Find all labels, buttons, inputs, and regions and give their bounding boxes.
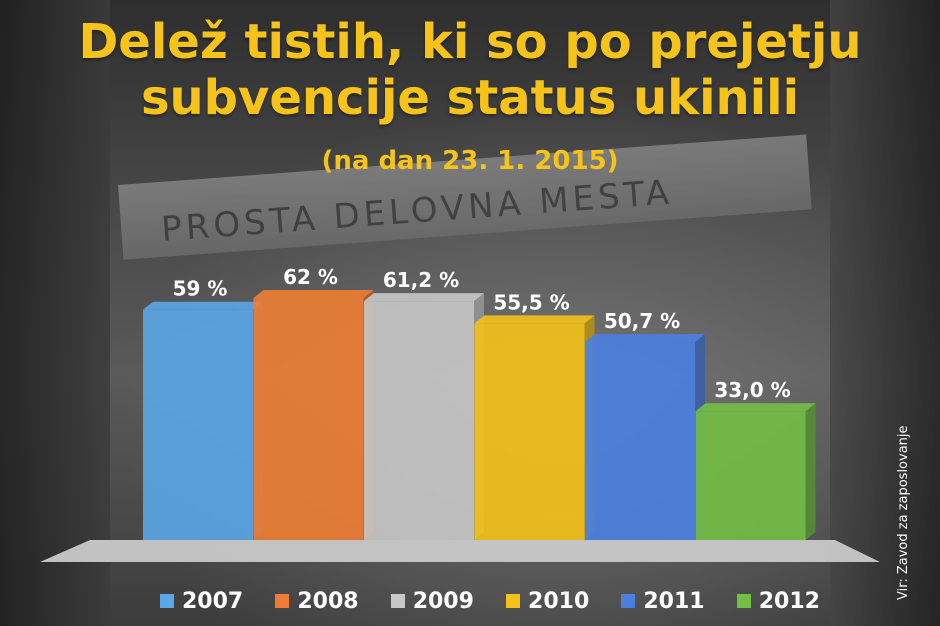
legend-label-2008: 2008 xyxy=(297,588,359,614)
legend-label-2009: 2009 xyxy=(412,588,474,614)
legend-swatch-2010 xyxy=(506,594,521,608)
data-label-2010: 55,5 % xyxy=(493,290,569,314)
data-labels-group: 59 % 62 % 61,2 % 55,5 % 50,7 % 33,0 % xyxy=(173,265,791,402)
bar-2007 xyxy=(143,309,253,540)
chart-floor xyxy=(40,540,880,562)
legend-item-2008: 2008 xyxy=(275,588,359,614)
legend-item-2010: 2010 xyxy=(506,589,589,614)
data-label-2011: 50,7 % xyxy=(604,309,680,333)
legend-item-2012: 2012 xyxy=(736,588,820,614)
legend-swatch-2008 xyxy=(275,594,290,608)
legend-item-2009: 2009 xyxy=(390,588,474,614)
bar-side-2012 xyxy=(805,403,816,540)
door-frame-right xyxy=(830,0,940,626)
bar-2009 xyxy=(364,301,474,540)
bar-top-2007 xyxy=(143,301,263,310)
legend-item-2011: 2011 xyxy=(621,588,705,614)
door-frame-left xyxy=(0,0,110,626)
data-label-2009: 61,2 % xyxy=(383,268,459,292)
legend: 2007 2008 2009 2010 2011 2012 xyxy=(160,586,820,616)
legend-label-2011: 2011 xyxy=(643,588,705,614)
data-label-2007: 59 % xyxy=(173,277,228,301)
legend-swatch-2009 xyxy=(390,594,405,608)
bar-top-2011 xyxy=(585,334,705,343)
legend-label-2010: 2010 xyxy=(528,588,590,614)
bar-2008 xyxy=(253,298,364,540)
legend-swatch-2011 xyxy=(621,594,636,608)
bar-top-2008 xyxy=(253,290,374,298)
legend-swatch-2007 xyxy=(160,594,174,608)
bar-2012 xyxy=(695,411,806,540)
data-label-2012: 33,0 % xyxy=(714,378,790,402)
chart-title: Delež tistih, ki so po prejetju subvenci… xyxy=(78,14,862,126)
bar-2010 xyxy=(474,323,585,540)
source-note: Vir: Zavod za zaposlovanje xyxy=(896,425,911,600)
data-label-2008: 62 % xyxy=(283,265,338,289)
chart-subtitle: (na dan 23. 1. 2015) xyxy=(321,146,619,176)
bar-top-2010 xyxy=(474,315,595,324)
legend-swatch-2012 xyxy=(736,594,751,608)
bars-group xyxy=(143,290,816,540)
bar-2011 xyxy=(585,342,695,540)
legend-item-2007: 2007 xyxy=(160,589,243,614)
legend-label-2012: 2012 xyxy=(758,588,820,614)
legend-label-2007: 2007 xyxy=(182,588,244,614)
bar-top-2012 xyxy=(695,403,816,412)
bar-top-2009 xyxy=(364,293,484,302)
